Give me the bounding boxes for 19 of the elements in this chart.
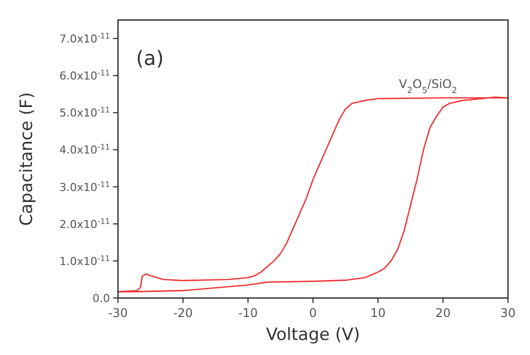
y-tick-label: 5.0x10$^{-11}$ [59, 105, 110, 120]
y-tick-label: 1.0x10$^{-11}$ [59, 253, 110, 268]
x-tick-label: -20 [173, 306, 193, 320]
y-tick-label: 2.0x10$^{-11}$ [59, 216, 110, 231]
y-axis-title: Capacitance (F) [17, 92, 37, 226]
x-tick-label: 20 [435, 306, 451, 320]
y-tick-label: 7.0x10$^{-11}$ [59, 31, 110, 46]
x-tick-label: 30 [500, 306, 516, 320]
y-tick-label: 4.0x10$^{-11}$ [59, 142, 110, 157]
y-tick-label: 6.0x10$^{-11}$ [59, 68, 110, 83]
x-axis-title: Voltage (V) [266, 325, 360, 345]
y-tick-label: 3.0x10$^{-11}$ [59, 179, 110, 194]
x-tick-label: 10 [370, 306, 386, 320]
x-tick-label: -10 [238, 306, 258, 320]
y-tick-label: 0.0 [92, 292, 110, 305]
x-tick-label: -30 [108, 306, 128, 320]
x-tick-label: 0 [309, 306, 317, 320]
annotation: V$_{2}$O$_{5}$/SiO$_{2}$ [398, 77, 458, 95]
annotation: (a) [136, 46, 164, 70]
